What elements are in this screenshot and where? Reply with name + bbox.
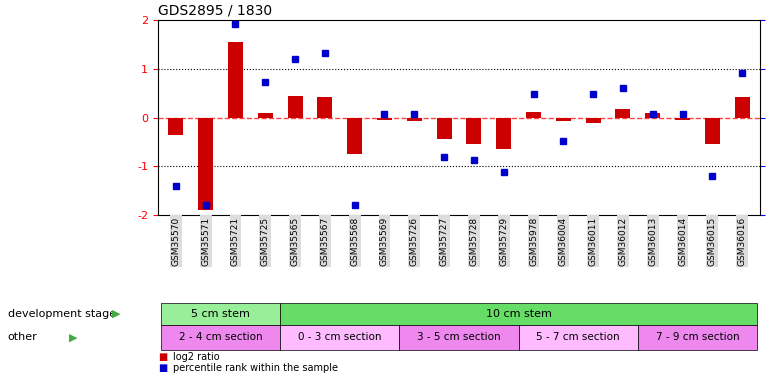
Text: GSM36013: GSM36013: [648, 216, 658, 266]
Text: GSM35729: GSM35729: [499, 216, 508, 266]
Text: other: other: [8, 333, 38, 342]
Text: GSM35725: GSM35725: [261, 216, 270, 266]
Text: GSM36015: GSM36015: [708, 216, 717, 266]
Bar: [198, 117, 213, 210]
Text: 5 cm stem: 5 cm stem: [191, 309, 250, 319]
Bar: [675, 117, 690, 120]
Bar: [615, 109, 631, 117]
Bar: [645, 112, 660, 117]
Text: GDS2895 / 1830: GDS2895 / 1830: [158, 3, 272, 18]
Bar: [496, 117, 511, 149]
Text: 2 - 4 cm section: 2 - 4 cm section: [179, 333, 263, 342]
Text: percentile rank within the sample: percentile rank within the sample: [173, 363, 338, 373]
Text: GSM35721: GSM35721: [231, 216, 240, 266]
Text: 5 - 7 cm section: 5 - 7 cm section: [537, 333, 620, 342]
Text: GSM35565: GSM35565: [290, 216, 300, 266]
Text: GSM36014: GSM36014: [678, 216, 687, 266]
Text: GSM35978: GSM35978: [529, 216, 538, 266]
Bar: [258, 112, 273, 117]
Text: log2 ratio: log2 ratio: [173, 352, 220, 362]
Bar: [407, 117, 422, 122]
Text: 0 - 3 cm section: 0 - 3 cm section: [298, 333, 382, 342]
Text: GSM35571: GSM35571: [201, 216, 210, 266]
Text: ■: ■: [158, 363, 167, 373]
Bar: [437, 117, 451, 140]
Text: 7 - 9 cm section: 7 - 9 cm section: [655, 333, 739, 342]
Bar: [735, 97, 749, 117]
Text: 10 cm stem: 10 cm stem: [486, 309, 551, 319]
Bar: [556, 117, 571, 122]
Bar: [347, 117, 362, 154]
Bar: [586, 117, 601, 123]
Bar: [228, 42, 243, 117]
Bar: [169, 117, 183, 135]
Text: GSM36016: GSM36016: [738, 216, 747, 266]
Text: GSM35728: GSM35728: [470, 216, 478, 266]
Text: development stage: development stage: [8, 309, 115, 319]
Text: GSM35567: GSM35567: [320, 216, 330, 266]
Bar: [377, 117, 392, 120]
Bar: [317, 97, 333, 117]
Text: 3 - 5 cm section: 3 - 5 cm section: [417, 333, 500, 342]
Text: GSM35570: GSM35570: [172, 216, 180, 266]
Text: GSM35569: GSM35569: [380, 216, 389, 266]
Bar: [705, 117, 720, 144]
Text: ▶: ▶: [69, 333, 78, 342]
Text: GSM36012: GSM36012: [618, 216, 628, 266]
Bar: [467, 117, 481, 144]
Text: GSM35727: GSM35727: [440, 216, 449, 266]
Text: GSM35726: GSM35726: [410, 216, 419, 266]
Text: GSM36004: GSM36004: [559, 216, 567, 266]
Text: ■: ■: [158, 352, 167, 362]
Text: ▶: ▶: [112, 309, 120, 319]
Bar: [288, 96, 303, 117]
Bar: [526, 112, 541, 117]
Text: GSM36011: GSM36011: [588, 216, 598, 266]
Text: GSM35568: GSM35568: [350, 216, 359, 266]
